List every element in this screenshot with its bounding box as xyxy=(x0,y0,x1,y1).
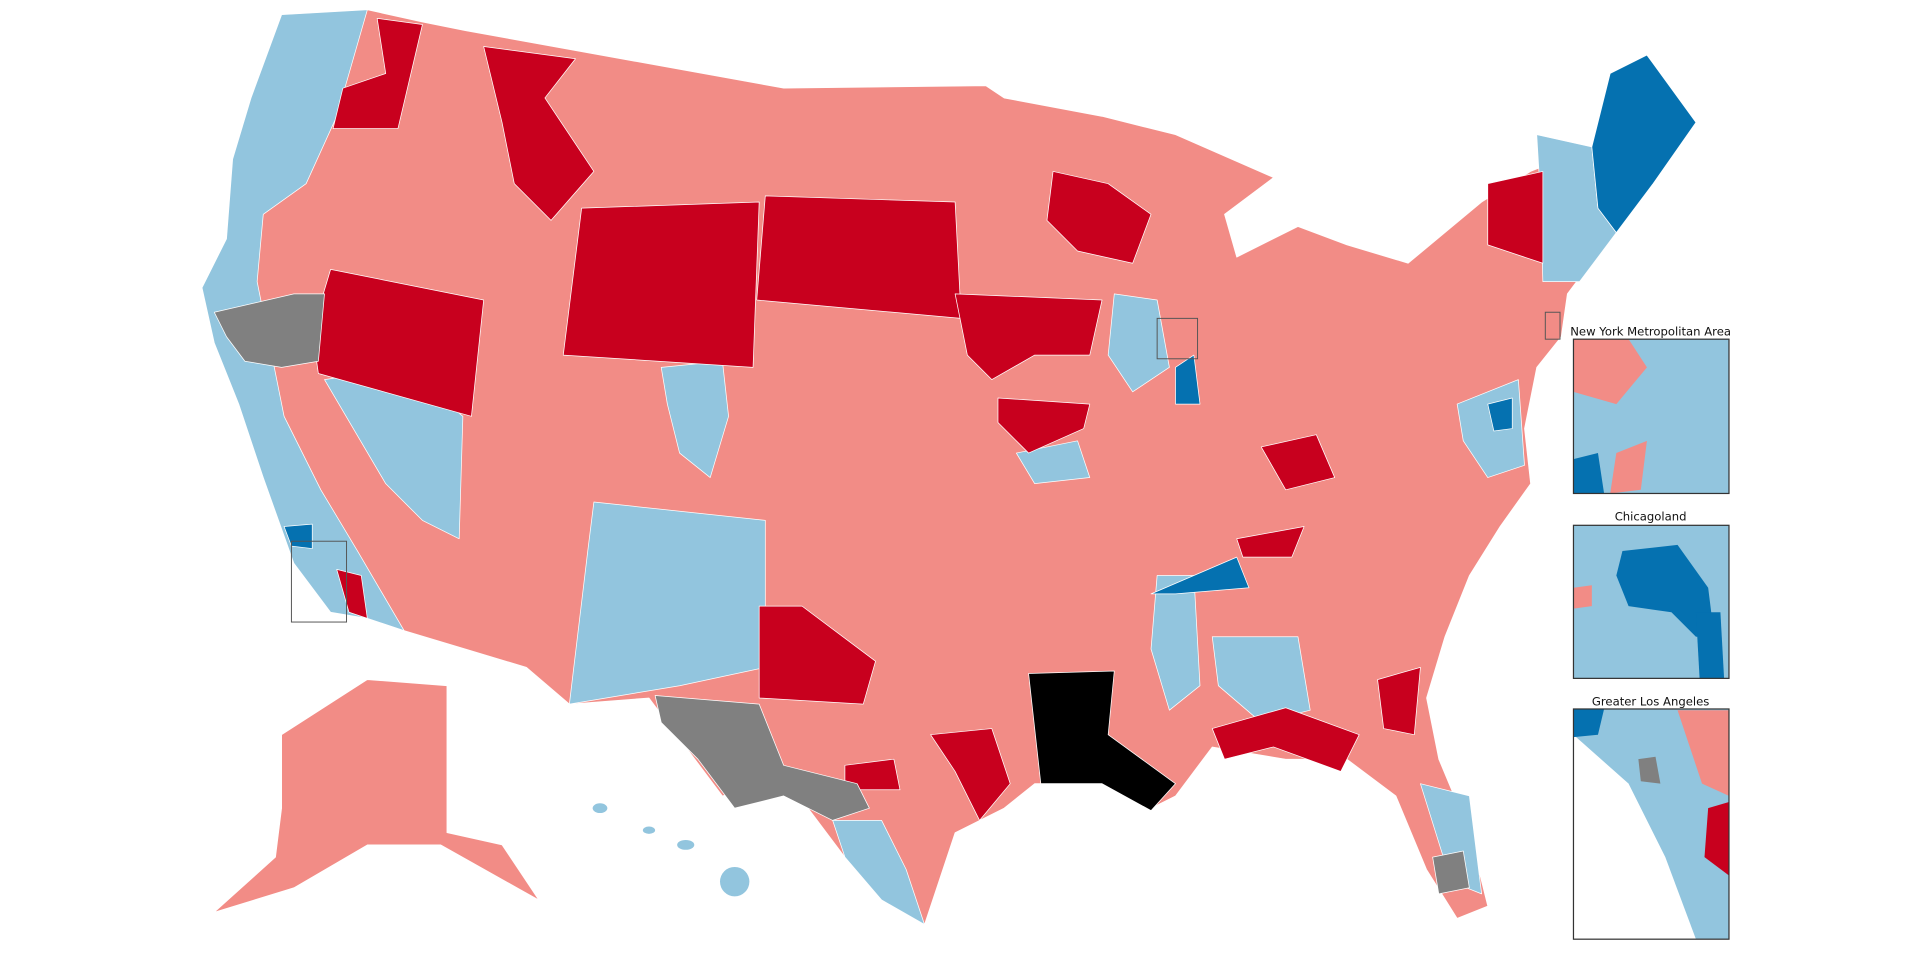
inset-locator xyxy=(1156,317,1199,360)
hawaii xyxy=(592,803,750,897)
inset-frame xyxy=(1572,338,1730,495)
region xyxy=(1028,670,1176,811)
region xyxy=(1616,544,1715,637)
region xyxy=(1573,708,1605,738)
region xyxy=(1677,710,1729,796)
region xyxy=(1107,293,1170,393)
insets: New York Metropolitan Area Chicagoland G… xyxy=(1570,325,1731,940)
island xyxy=(592,803,608,814)
region xyxy=(1573,585,1592,609)
region xyxy=(997,397,1091,454)
region xyxy=(336,569,368,619)
inset-locator xyxy=(290,540,348,623)
region xyxy=(213,293,325,368)
inset-frame xyxy=(1572,524,1730,679)
inset-title: Greater Los Angeles xyxy=(1592,694,1709,708)
region xyxy=(1487,397,1513,432)
region xyxy=(1573,453,1605,494)
region xyxy=(930,728,1011,821)
inset-locator xyxy=(1544,311,1561,340)
region xyxy=(1610,440,1647,494)
region xyxy=(832,820,925,925)
region xyxy=(1015,440,1091,485)
region xyxy=(756,195,962,319)
region xyxy=(954,293,1103,380)
region xyxy=(1591,54,1697,234)
region xyxy=(1150,556,1250,595)
inset-title: New York Metropolitan Area xyxy=(1570,325,1731,339)
region xyxy=(569,501,766,705)
region xyxy=(1704,802,1729,876)
region xyxy=(1420,783,1482,895)
region xyxy=(201,9,405,631)
region xyxy=(213,679,540,913)
region xyxy=(758,605,876,705)
alaska xyxy=(213,679,540,913)
region xyxy=(1211,707,1360,772)
island xyxy=(677,840,695,850)
region xyxy=(1432,850,1470,895)
island xyxy=(642,826,656,834)
region xyxy=(1377,666,1421,736)
region xyxy=(1638,756,1661,784)
region xyxy=(332,18,423,129)
inset-frame xyxy=(1572,708,1730,940)
contiguous-us xyxy=(201,9,1697,925)
region xyxy=(1236,526,1305,558)
region xyxy=(654,695,870,821)
island xyxy=(720,866,750,897)
region xyxy=(1046,171,1152,264)
region xyxy=(1150,575,1201,711)
inset-title: Chicagoland xyxy=(1615,509,1687,523)
region xyxy=(483,46,595,221)
region xyxy=(1695,612,1725,679)
region xyxy=(1573,339,1647,405)
region xyxy=(1260,434,1336,491)
region xyxy=(1487,171,1544,264)
region xyxy=(562,201,760,368)
ocean xyxy=(1573,734,1696,940)
